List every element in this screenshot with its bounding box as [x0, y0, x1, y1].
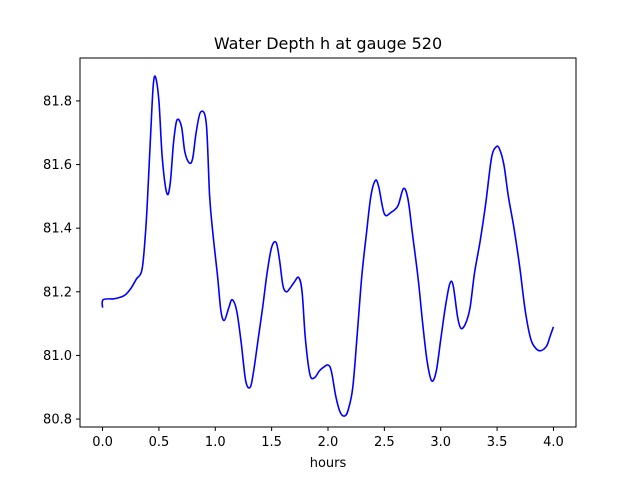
y-tick-label: 81.2 [43, 285, 72, 300]
series-line-0 [101, 75, 555, 417]
x-axis-label: hours [310, 456, 347, 471]
y-axis: 80.8 81.0 81.2 81.4 81.6 81.8 [43, 94, 80, 428]
x-tick-label: 4.0 [543, 435, 564, 450]
chart-title: Water Depth h at gauge 520 [214, 34, 442, 53]
y-tick-label: 81.0 [43, 349, 72, 364]
x-tick-label: 3.0 [430, 435, 451, 450]
x-tick-label: 0.5 [149, 435, 170, 450]
x-tick-label: 2.0 [318, 435, 339, 450]
x-tick-label: 1.0 [205, 435, 226, 450]
plot-frame [79, 57, 577, 428]
y-tick-label: 80.8 [43, 413, 72, 428]
plot-area [101, 75, 555, 417]
x-axis: 0.0 0.5 1.0 1.5 2.0 2.5 3.0 3.5 4.0 [92, 427, 564, 450]
x-tick-label: 2.5 [374, 435, 395, 450]
y-tick-label: 81.8 [43, 94, 72, 109]
y-tick-label: 81.4 [43, 222, 72, 237]
x-tick-label: 0.0 [92, 435, 113, 450]
x-tick-label: 1.5 [261, 435, 282, 450]
x-tick-label: 3.5 [487, 435, 508, 450]
y-tick-label: 81.6 [43, 158, 72, 173]
